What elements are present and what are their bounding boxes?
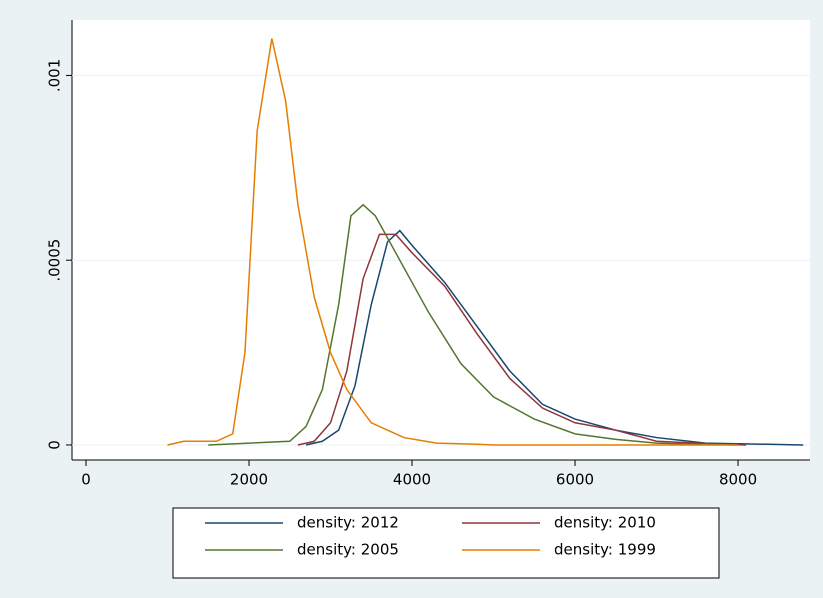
density-line: [167, 38, 739, 446]
y-tick-label: 0: [46, 440, 64, 450]
plot-area: [72, 20, 810, 460]
density-line: [208, 203, 739, 446]
y-tick-label: .0005: [46, 239, 64, 282]
x-tick-label: 6000: [556, 471, 594, 489]
x-tick-label: 4000: [393, 471, 431, 489]
y-tick-label: .001: [46, 59, 64, 92]
legend-label: density: 2005: [297, 541, 399, 559]
legend-label: density: 2012: [297, 514, 399, 532]
x-tick-label: 8000: [719, 471, 757, 489]
legend: [172, 507, 720, 579]
legend-label: density: 1999: [554, 541, 656, 559]
legend-label: density: 2010: [554, 514, 656, 532]
x-tick-label: 0: [81, 471, 91, 489]
x-tick-label: 2000: [230, 471, 268, 489]
density-line: [297, 233, 747, 446]
density-line: [305, 229, 804, 446]
